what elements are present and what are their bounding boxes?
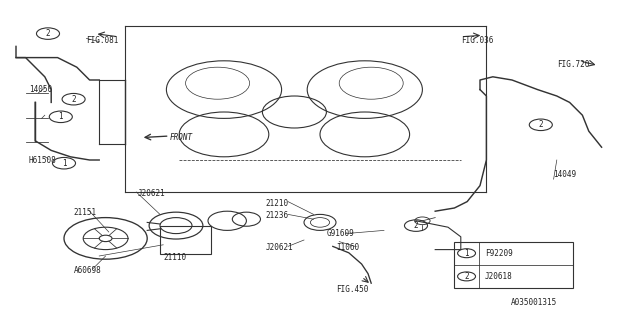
Text: 2: 2 [45,29,51,38]
Text: I1060: I1060 [336,244,359,252]
Text: 21236: 21236 [266,212,289,220]
Text: 1: 1 [464,249,469,258]
Text: FIG.720: FIG.720 [557,60,589,68]
Text: 2: 2 [538,120,543,129]
Bar [160,226,211,254]
Text: 1: 1 [61,159,67,168]
Text: 21151: 21151 [74,208,97,217]
Text: 2: 2 [413,221,419,230]
Text: J20618: J20618 [485,272,513,281]
Text: F92209: F92209 [485,249,513,258]
Text: J20621: J20621 [138,189,165,198]
Text: FIG.450: FIG.450 [336,285,369,294]
Text: 1: 1 [58,112,63,121]
Text: 21210: 21210 [266,199,289,208]
Text: A035001315: A035001315 [511,298,557,307]
Text: FRONT: FRONT [170,133,193,142]
Text: FIG.081: FIG.081 [86,36,119,44]
Text: G91609: G91609 [326,229,354,238]
Text: A60698: A60698 [74,266,101,275]
Bar [454,242,573,288]
Text: 2: 2 [464,272,469,281]
Text: 14050: 14050 [29,85,52,94]
Text: 14049: 14049 [554,170,577,179]
Text: 2: 2 [71,95,76,104]
Text: 21110: 21110 [163,253,186,262]
Text: FIG.036: FIG.036 [461,36,493,44]
Text: J20621: J20621 [266,244,293,252]
Text: H61508: H61508 [29,156,56,164]
